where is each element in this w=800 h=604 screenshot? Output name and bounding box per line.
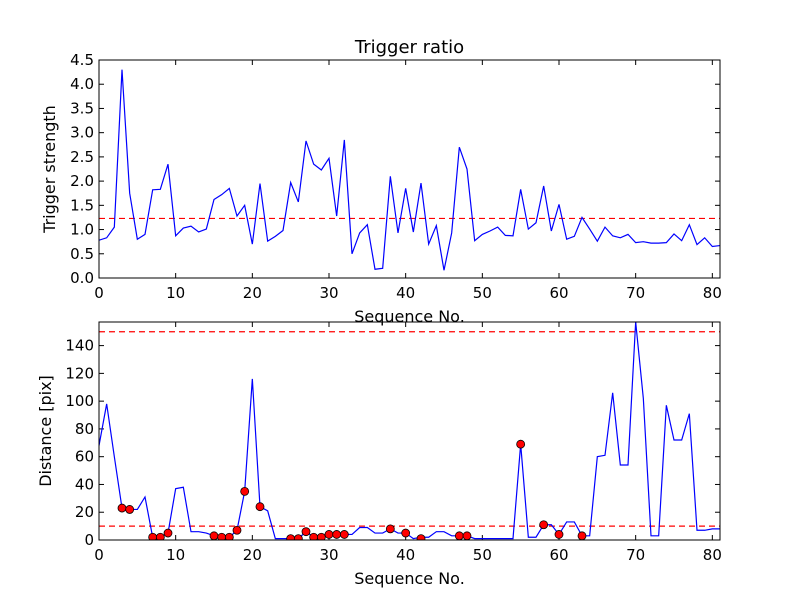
y-tick-label: 0.0 (70, 269, 94, 287)
data-point (163, 528, 173, 538)
data-point (232, 525, 242, 535)
data-point (117, 503, 127, 513)
data-point (209, 531, 219, 540)
x-tick-label: 0 (94, 546, 104, 564)
series-layer (99, 69, 720, 271)
series-line (99, 69, 720, 271)
data-point (577, 531, 587, 540)
x-tick-label: 0 (94, 284, 104, 302)
data-point (155, 532, 165, 540)
y-tick-label: 4.5 (70, 51, 94, 69)
data-point (293, 534, 303, 540)
x-axis-label: Sequence No. (354, 569, 465, 588)
plot-area: 0 10 20 30 40 50 60 70 80 0 20 40 60 80 100 120 140 (65, 322, 722, 564)
y-tick-label: 120 (65, 364, 94, 382)
x-tick-label: 60 (549, 284, 568, 302)
data-point (539, 520, 549, 530)
y-tick-label: 0 (84, 531, 94, 549)
y-tick-label: 80 (75, 420, 94, 438)
y-tick-label: 1.0 (70, 221, 94, 239)
data-point (516, 439, 526, 449)
data-point (224, 532, 234, 540)
x-tick-label: 10 (166, 284, 185, 302)
x-tick-label: 70 (626, 284, 645, 302)
data-point (554, 530, 564, 539)
x-tick-label: 40 (396, 546, 415, 564)
x-tick-label: 40 (396, 284, 415, 302)
data-point (125, 505, 135, 514)
x-tick-label: 30 (319, 284, 338, 302)
x-tick-label: 80 (703, 284, 722, 302)
data-point (385, 524, 395, 534)
y-tick-label: 2.0 (70, 172, 94, 190)
x-tick-label: 50 (473, 284, 492, 302)
y-tick-label: 1.5 (70, 196, 94, 214)
series-line (99, 322, 720, 540)
y-axis-label: Trigger strength (40, 105, 59, 234)
data-point (286, 534, 296, 540)
data-point (332, 530, 342, 539)
data-point (462, 531, 472, 540)
data-point (339, 530, 349, 539)
plot-area: 0 10 20 30 40 50 60 70 80 0.0 0.5 1.0 1.5 2.0 2.5 3.0 3.… (70, 51, 722, 302)
x-tick-label: 70 (626, 546, 645, 564)
distance-panel: Sequence No. Distance [pix] 0 10 20 30 40 50 6… (36, 321, 722, 588)
x-axis-label: Sequence No. (354, 307, 465, 326)
x-tick-label: 80 (703, 546, 722, 564)
x-tick-label: 60 (549, 546, 568, 564)
x-tick-label: 10 (166, 546, 185, 564)
plot-frame (98, 321, 721, 541)
x-tick-label: 50 (473, 546, 492, 564)
data-point (301, 527, 311, 537)
y-tick-label: 0.5 (70, 245, 94, 263)
data-point (454, 531, 464, 540)
data-point (324, 530, 334, 539)
data-point (240, 487, 250, 496)
y-tick-label: 4.0 (70, 75, 94, 93)
y-tick-label: 2.5 (70, 148, 94, 166)
x-tick-label: 30 (319, 546, 338, 564)
y-axis-label: Distance [pix] (36, 375, 55, 487)
y-tick-label: 60 (75, 448, 94, 466)
data-point (316, 532, 326, 540)
data-point (416, 534, 426, 540)
y-tick-label: 20 (75, 503, 94, 521)
y-tick-label: 40 (75, 475, 94, 493)
data-point (255, 502, 265, 512)
y-tick-label: 3.5 (70, 99, 94, 117)
plot-frame (98, 59, 721, 279)
x-tick-label: 20 (243, 546, 262, 564)
y-tick-label: 100 (65, 392, 94, 410)
y-tick-label: 140 (65, 337, 94, 355)
x-tick-label: 20 (243, 284, 262, 302)
chart-title: Trigger ratio (354, 37, 464, 58)
data-point (401, 528, 411, 538)
trigger-ratio-panel: Trigger ratio Sequence No. Trigger stren… (40, 37, 722, 326)
y-tick-label: 3.0 (70, 124, 94, 142)
series-layer (99, 322, 720, 540)
